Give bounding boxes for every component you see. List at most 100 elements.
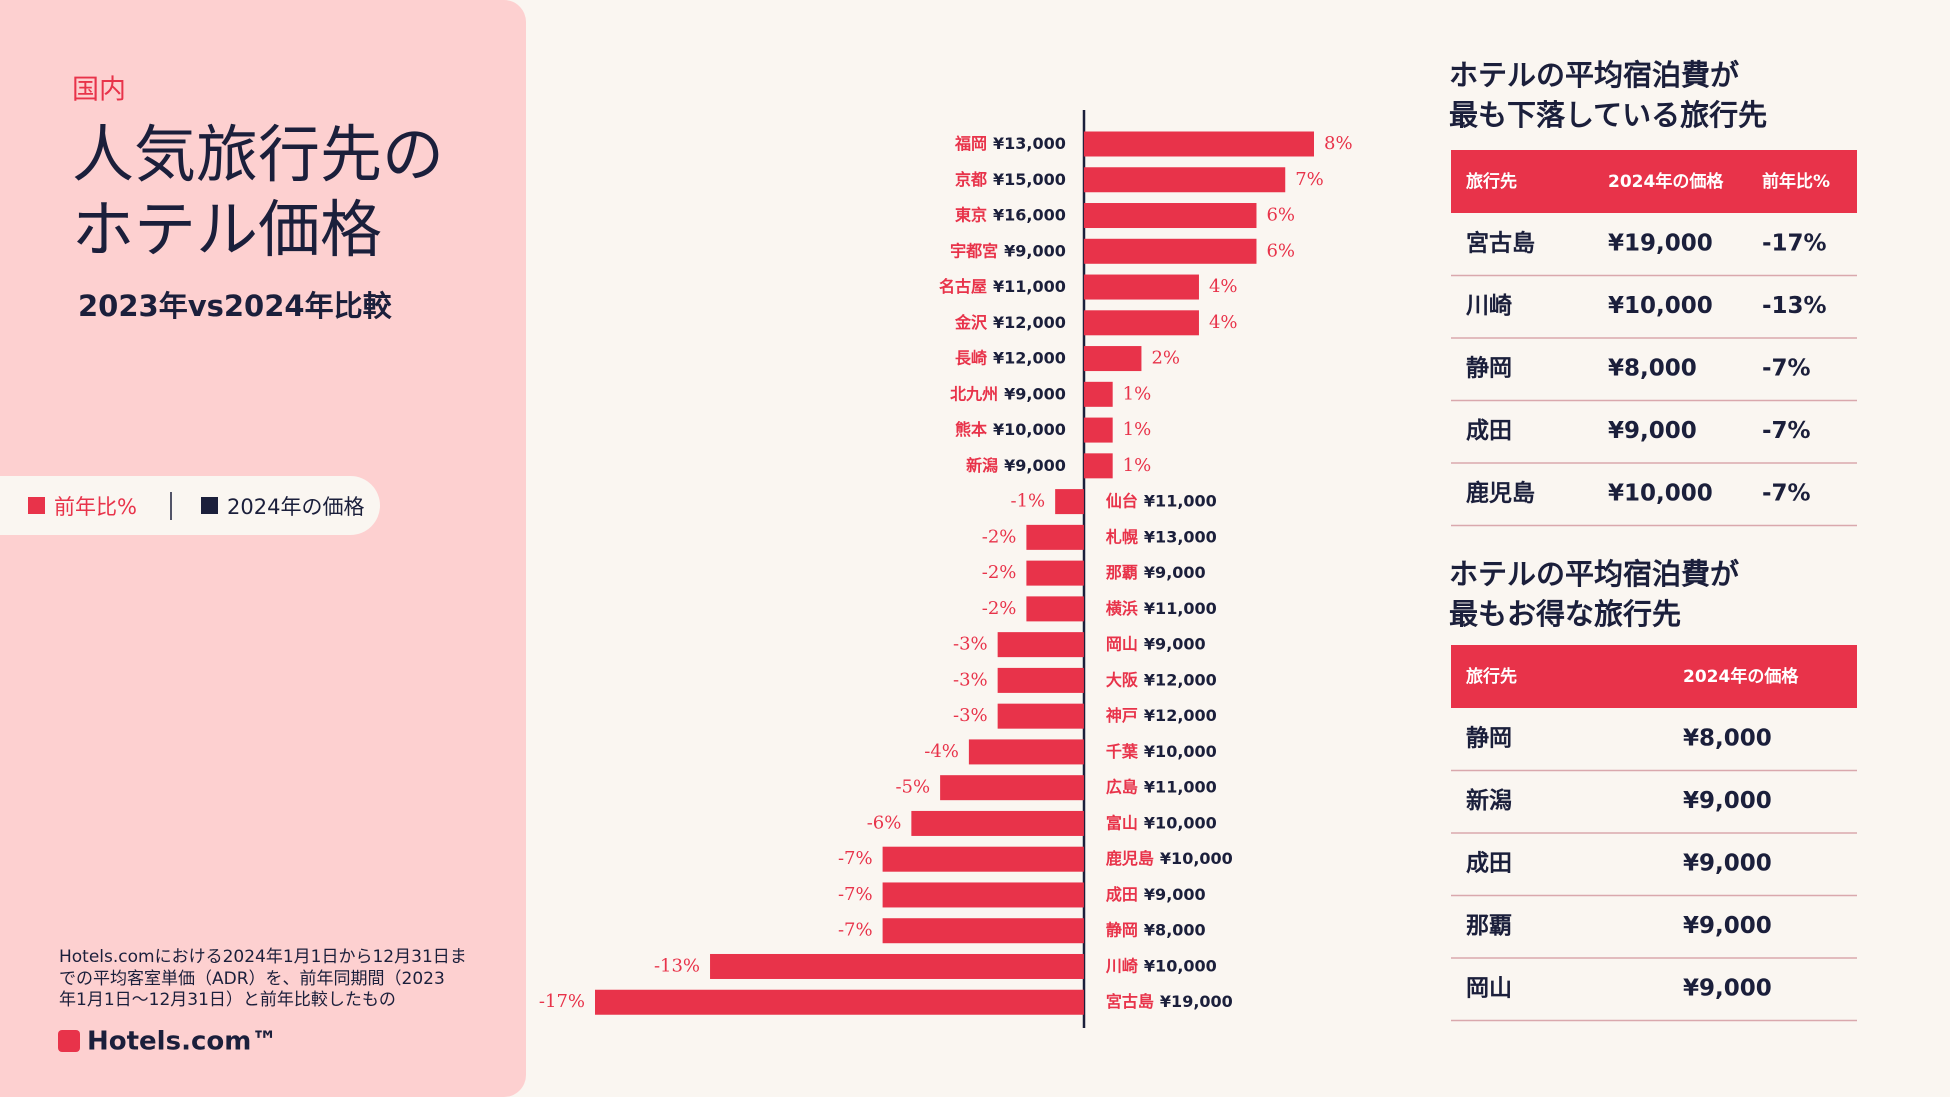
- value-label: 4%: [1209, 276, 1238, 297]
- bar: [968, 739, 1084, 765]
- column-header: 旅行先: [1466, 171, 1517, 192]
- category-name: 静岡: [1106, 920, 1138, 939]
- category-name: 長崎: [955, 348, 987, 367]
- value-label: -7%: [838, 920, 873, 941]
- table-cell: ¥9,000: [1683, 788, 1772, 814]
- value-label: -6%: [867, 812, 902, 833]
- category-label: 東京 ¥16,000: [955, 205, 1066, 224]
- category-name: 宮古島: [1106, 992, 1154, 1011]
- category-name: 那覇: [1106, 563, 1138, 582]
- column-header: 2024年の価格: [1683, 666, 1799, 687]
- table-title: ホテルの平均宿泊費が: [1449, 557, 1739, 591]
- table-cell: ¥19,000: [1608, 231, 1713, 257]
- value-label: 6%: [1266, 240, 1295, 261]
- table-header: [1451, 150, 1857, 213]
- value-label: 8%: [1324, 133, 1353, 154]
- table-cell: ¥10,000: [1608, 293, 1713, 319]
- category-name: 千葉: [1106, 741, 1139, 760]
- table-cell: ¥10,000: [1608, 481, 1713, 507]
- bar: [882, 846, 1084, 872]
- subtitle: 2023年vs2024年比較: [78, 289, 393, 323]
- category-label: 大阪 ¥12,000: [1106, 670, 1217, 689]
- bar: [997, 703, 1084, 729]
- category-name: 札幌: [1105, 527, 1138, 546]
- category-name: 熊本: [955, 420, 987, 439]
- category-label: 北九州 ¥9,000: [950, 384, 1066, 403]
- table-cell: ¥9,000: [1683, 851, 1772, 877]
- table-cell: 鹿児島: [1466, 480, 1535, 507]
- table-cell: ¥9,000: [1683, 976, 1772, 1002]
- price: ¥19,000: [1160, 992, 1233, 1011]
- value-label: 1%: [1123, 383, 1152, 404]
- bar: [1083, 203, 1257, 229]
- bar: [1026, 524, 1084, 550]
- category-label: 国内: [72, 75, 126, 106]
- category-name: 鹿児島: [1106, 849, 1154, 868]
- table-header: [1451, 645, 1857, 708]
- category-label: 神戸 ¥12,000: [1106, 706, 1217, 725]
- price: ¥11,000: [1144, 598, 1217, 617]
- value-label: -2%: [982, 562, 1017, 583]
- category-name: 名古屋: [939, 277, 987, 296]
- price: ¥11,000: [1144, 491, 1217, 510]
- category-label: 名古屋 ¥11,000: [939, 277, 1066, 296]
- table-cell: ¥9,000: [1683, 913, 1772, 939]
- value-label: 4%: [1209, 312, 1238, 333]
- category-name: 川崎: [1105, 956, 1138, 975]
- value-label: -3%: [953, 634, 988, 655]
- table-cell: -7%: [1762, 418, 1811, 444]
- price: ¥12,000: [1144, 670, 1217, 689]
- bar: [1083, 238, 1257, 264]
- price: ¥12,000: [993, 312, 1066, 331]
- price: ¥9,000: [1004, 241, 1066, 260]
- logo: Hotels.com™: [87, 1027, 277, 1057]
- price: ¥10,000: [1144, 813, 1217, 832]
- logo-icon: [58, 1030, 80, 1052]
- main-title: ホテル価格: [72, 193, 382, 266]
- value-label: 2%: [1151, 348, 1180, 369]
- category-label: 那覇 ¥9,000: [1106, 563, 1206, 582]
- legend-box: [0, 476, 380, 535]
- bar: [911, 810, 1084, 836]
- bar: [710, 953, 1084, 979]
- footnote: での平均客室単価（ADR）を、前年同期間（2023: [59, 969, 445, 989]
- category-name: 福岡: [954, 134, 987, 153]
- category-label: 仙台 ¥11,000: [1106, 491, 1217, 510]
- category-name: 宇都宮: [950, 241, 998, 260]
- table-cell: -7%: [1762, 356, 1811, 382]
- category-name: 金沢: [954, 312, 988, 331]
- value-label: -7%: [838, 884, 873, 905]
- category-label: 鹿児島 ¥10,000: [1106, 849, 1233, 868]
- bar: [1083, 381, 1113, 407]
- value-label: -3%: [953, 705, 988, 726]
- bar: [1083, 453, 1113, 479]
- column-header: 前年比%: [1762, 171, 1830, 192]
- category-name: 北九州: [950, 384, 998, 403]
- value-label: -1%: [1011, 491, 1046, 512]
- price: ¥16,000: [993, 205, 1066, 224]
- bar: [882, 882, 1084, 908]
- value-label: 1%: [1123, 455, 1152, 476]
- bar: [1083, 310, 1199, 336]
- category-name: 大阪: [1106, 670, 1139, 689]
- category-name: 仙台: [1106, 491, 1138, 510]
- price: ¥11,000: [993, 277, 1066, 296]
- legend-label: 前年比%: [54, 495, 137, 519]
- value-label: 6%: [1266, 205, 1295, 226]
- category-name: 新潟: [966, 455, 998, 474]
- bar: [940, 775, 1084, 801]
- price: ¥9,000: [1144, 634, 1206, 653]
- legend-swatch: [201, 497, 218, 514]
- value-label: -13%: [654, 955, 700, 976]
- bar: [1026, 560, 1084, 586]
- category-label: 富山 ¥10,000: [1106, 813, 1217, 832]
- table-cell: ¥8,000: [1683, 726, 1772, 752]
- bar: [1083, 167, 1286, 193]
- category-label: 横浜 ¥11,000: [1106, 598, 1217, 617]
- price: ¥13,000: [993, 134, 1066, 153]
- table-cell: -13%: [1762, 293, 1827, 319]
- value-label: -3%: [953, 669, 988, 690]
- column-header: 2024年の価格: [1608, 171, 1724, 192]
- category-label: 長崎 ¥12,000: [955, 348, 1066, 367]
